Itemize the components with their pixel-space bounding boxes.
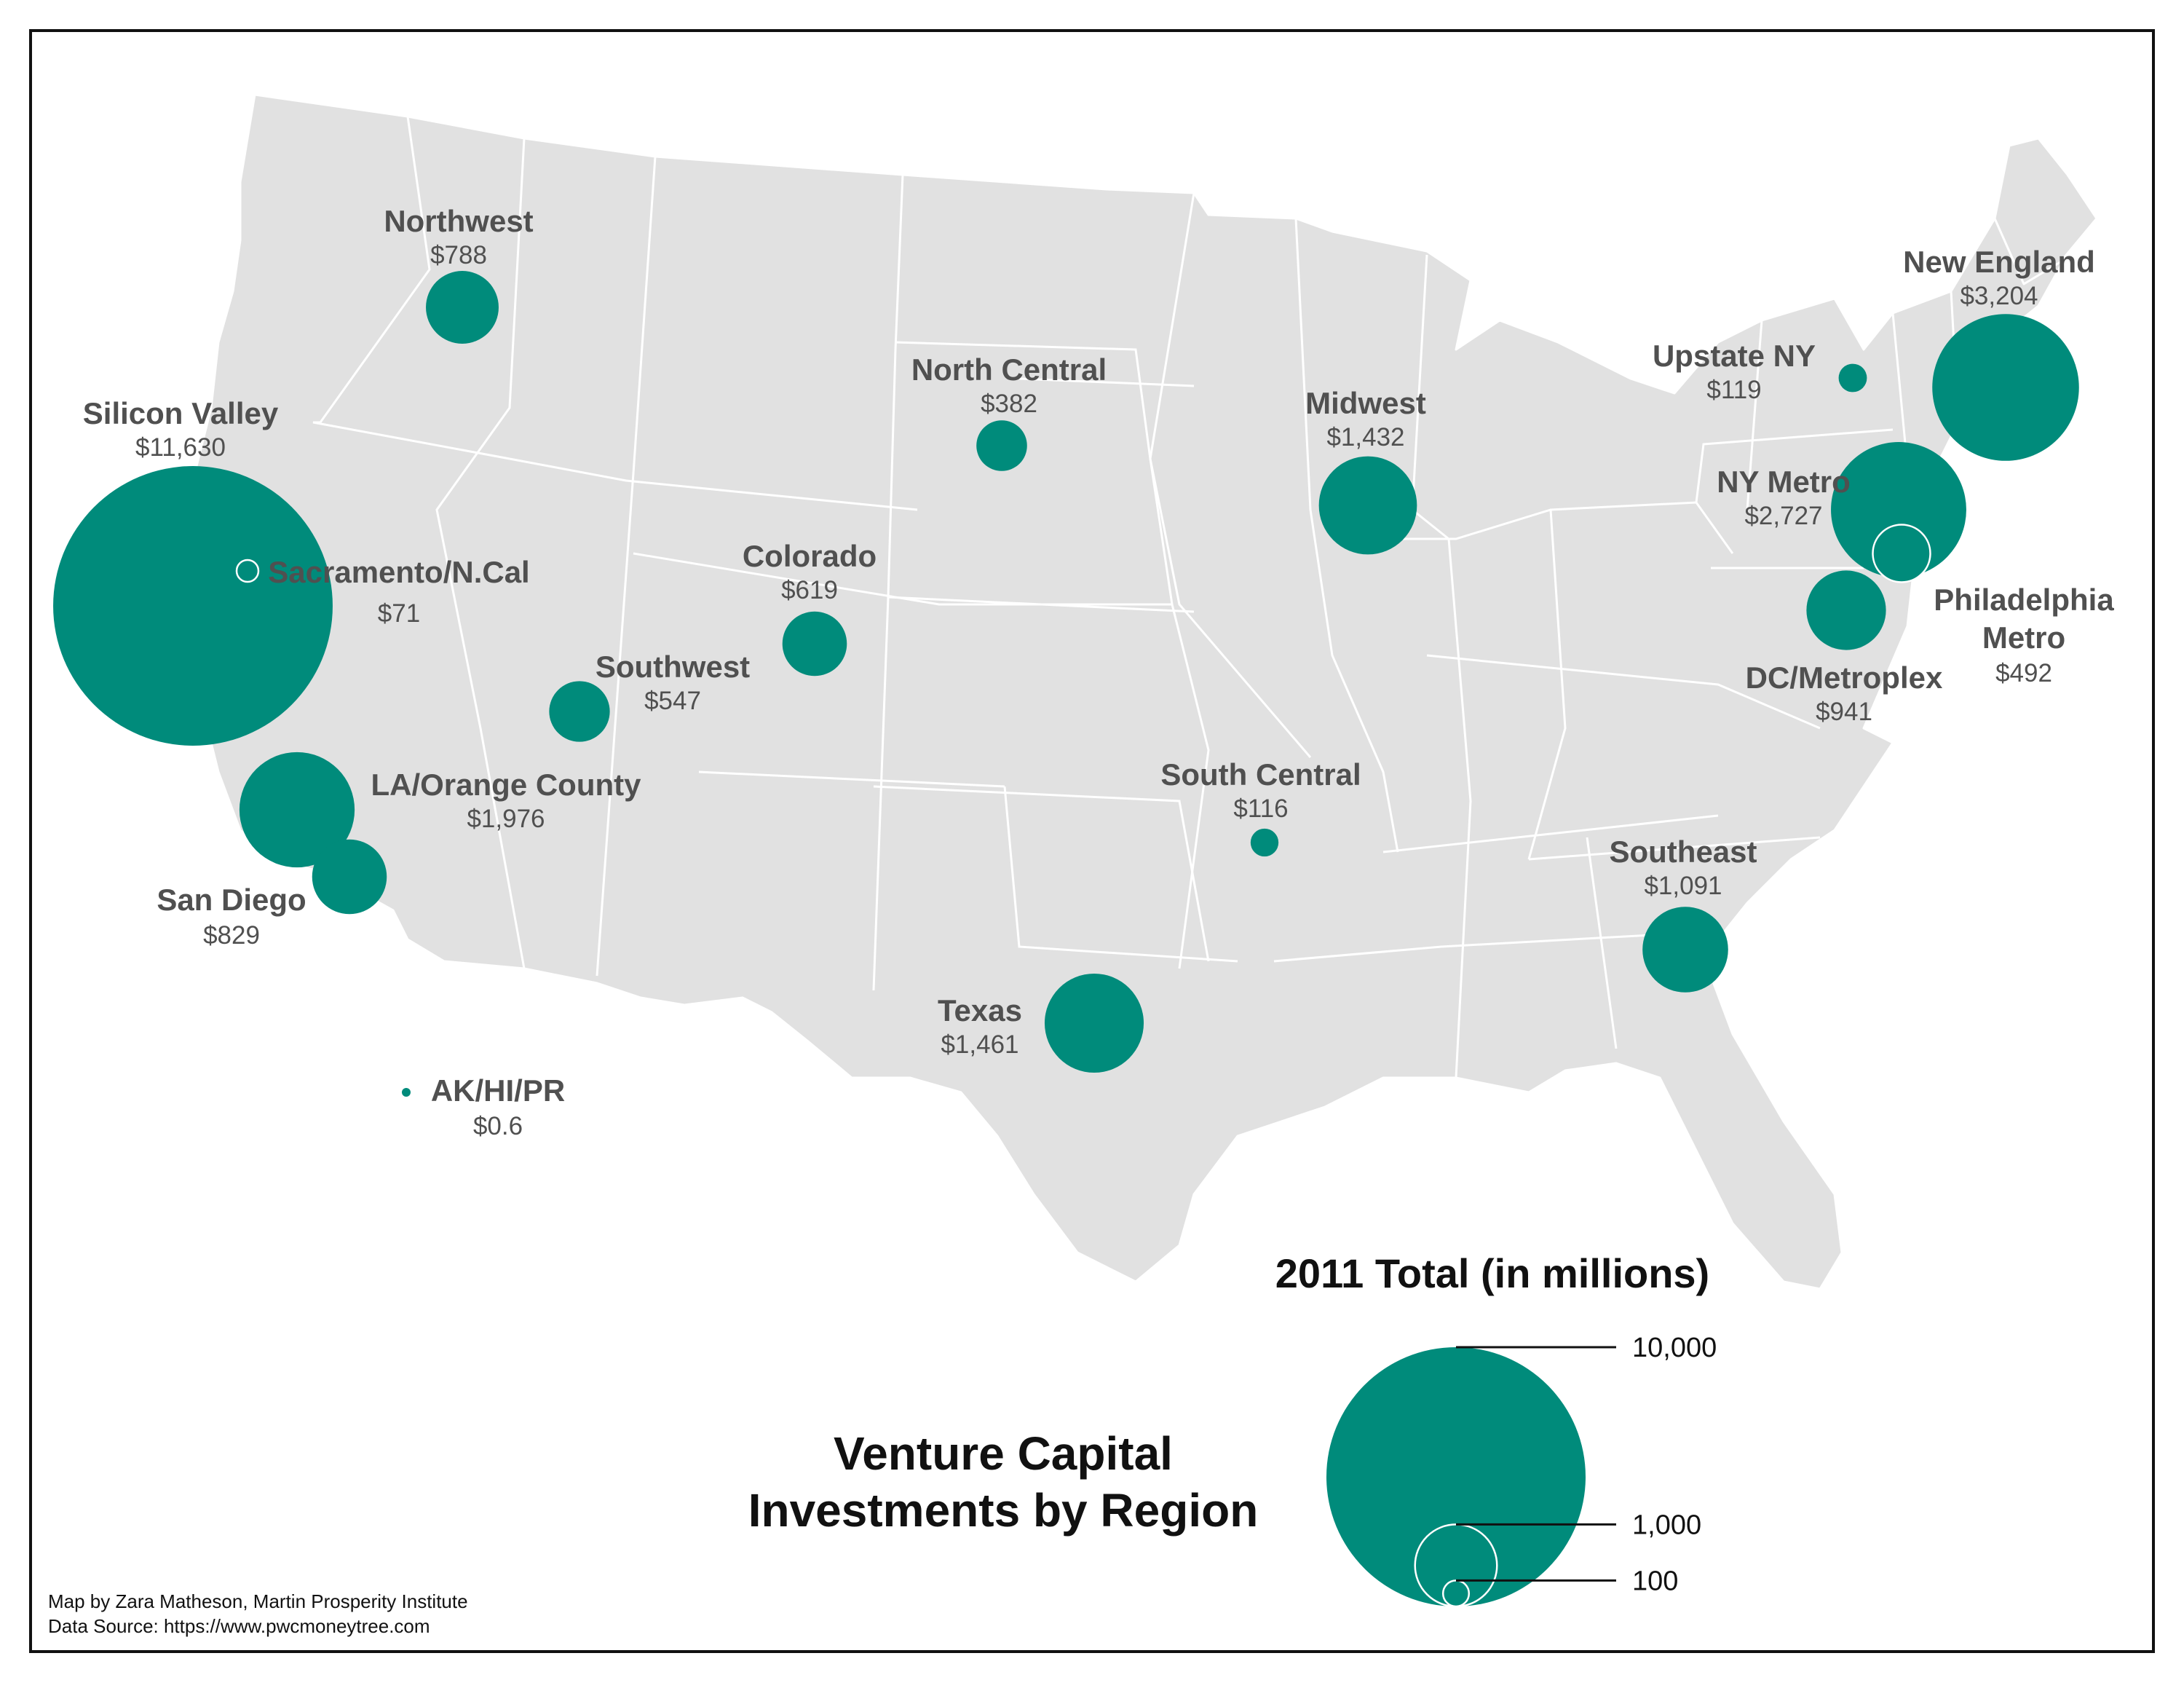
region-name: Southeast [1609, 835, 1757, 869]
region-value: $1,091 [1644, 872, 1722, 900]
region-label-san-diego: San Diego $829 [157, 883, 306, 950]
region-label-upstate-ny: Upstate NY $119 [1653, 339, 1816, 404]
region-name-line-2: Metro [1982, 620, 2065, 655]
bubble-sacramento-n-cal [235, 559, 260, 583]
region-label-north-central: North Central $382 [911, 352, 1107, 418]
region-value: $71 [378, 599, 420, 628]
bubble-northwest [426, 271, 499, 344]
bubble-dc-metroplex [1806, 570, 1886, 650]
region-name: South Central [1160, 757, 1361, 792]
land-west [173, 93, 2076, 1290]
legend-title: 2011 Total (in millions) [1275, 1250, 1709, 1296]
region-name: Colorado [743, 539, 877, 573]
region-value: $547 [644, 687, 701, 715]
region-label-ak-hi-pr: AK/HI/PR $0.6 [431, 1073, 565, 1140]
region-name: LA/Orange County [371, 768, 641, 802]
region-name: San Diego [157, 883, 306, 917]
region-value: $829 [203, 921, 260, 950]
region-value: $619 [781, 576, 838, 604]
region-value: $119 [1706, 376, 1761, 404]
region-label-silicon-valley: Silicon Valley $11,630 [83, 396, 279, 462]
region-value: $116 [1233, 794, 1288, 823]
region-name: New England [1903, 245, 2095, 279]
region-name: Philadelphia [1934, 583, 2114, 617]
credit-author: Map by Zara Matheson, Martin Prosperity … [48, 1590, 468, 1612]
region-name: Sacramento/N.Cal [268, 555, 529, 589]
chart-title: Venture Capital Investments by Region [748, 1427, 1259, 1537]
region-value: $788 [430, 241, 487, 269]
region-label-sacramento-n-cal: Sacramento/N.Cal $71 [268, 555, 529, 628]
size-legend: 2011 Total (in millions) 10,000 1,000 100 [1275, 1250, 1717, 1608]
bubble-texas [1044, 973, 1144, 1073]
region-name: Midwest [1305, 386, 1426, 420]
region-label-new-england: New England $3,204 [1903, 245, 2095, 310]
state-borders [312, 116, 1960, 1078]
region-value: $3,204 [1960, 282, 2038, 310]
bubble-upstate-ny [1838, 363, 1867, 393]
bubble-silicon-valley [53, 466, 333, 746]
bubble-south-central [1250, 828, 1279, 857]
region-label-la-orange-county: LA/Orange County $1,976 [371, 768, 641, 833]
region-value: $1,976 [467, 805, 545, 833]
bubble-midwest [1318, 456, 1417, 555]
region-name: AK/HI/PR [431, 1073, 565, 1108]
region-name: Southwest [596, 650, 750, 684]
region-label-ny-metro: NY Metro $2,727 [1717, 465, 1851, 530]
region-label-northwest: Northwest $788 [384, 204, 533, 269]
region-label-texas: Texas$1,461 [938, 993, 1022, 1059]
region-label-southeast: Southeast $1,091 [1609, 835, 1757, 900]
credits: Map by Zara Matheson, Martin Prosperity … [48, 1590, 468, 1637]
legend-label-100: 100 [1632, 1566, 1678, 1596]
region-bubbles: Silicon Valley $11,630 Sacramento/N.Cal $71… [53, 204, 2114, 1140]
bubble-colorado [782, 611, 847, 677]
land-maine [1993, 137, 2098, 285]
region-name: Upstate NY [1653, 339, 1816, 373]
region-label-southwest: Southwest $547 [596, 650, 750, 715]
region-label-colorado: Colorado $619 [743, 539, 877, 604]
region-name: North Central [911, 352, 1107, 387]
legend-circle-10-000 [1326, 1347, 1586, 1606]
region-label-dc-metroplex: DC/Metroplex $941 [1746, 660, 1943, 726]
bubble-la-orange-county [239, 752, 355, 868]
region-value: $2,727 [1744, 502, 1822, 530]
bubble-san-diego [312, 839, 387, 915]
legend-label-1-000: 1,000 [1632, 1510, 1701, 1540]
region-value: $1,432 [1326, 423, 1404, 451]
bubble-new-england [1932, 314, 2079, 461]
bubble-ny-metro [1831, 442, 1966, 577]
legend-label-10-000: 10,000 [1632, 1333, 1717, 1363]
region-name: Texas [938, 993, 1022, 1028]
region-value: $941 [1816, 698, 1872, 726]
region-label-midwest: Midwest $1,432 [1305, 386, 1426, 451]
region-name: DC/Metroplex [1746, 660, 1943, 695]
region-value: $492 [1995, 659, 2052, 687]
title-line-1: Venture Capital [834, 1427, 1173, 1480]
bubble-southwest [549, 681, 610, 742]
credit-source: Data Source: https://www.pwcmoneytree.co… [48, 1615, 430, 1637]
region-value: $1,461 [941, 1030, 1018, 1059]
bubble-southeast [1642, 907, 1728, 993]
region-value: $0.6 [473, 1112, 523, 1140]
region-name: Northwest [384, 204, 533, 238]
bubble-ak-hi-pr [402, 1088, 411, 1097]
region-value: $11,630 [135, 433, 226, 462]
us-landmass [173, 93, 2098, 1290]
bubble-philadelphia-metro [1872, 524, 1931, 583]
title-line-2: Investments by Region [748, 1484, 1259, 1537]
bubble-north-central [976, 420, 1027, 471]
region-value: $382 [981, 390, 1037, 418]
legend-circle-100 [1441, 1579, 1471, 1608]
region-name: NY Metro [1717, 465, 1851, 499]
region-label-south-central: South Central$116 [1160, 757, 1361, 823]
region-name: Silicon Valley [83, 396, 279, 430]
